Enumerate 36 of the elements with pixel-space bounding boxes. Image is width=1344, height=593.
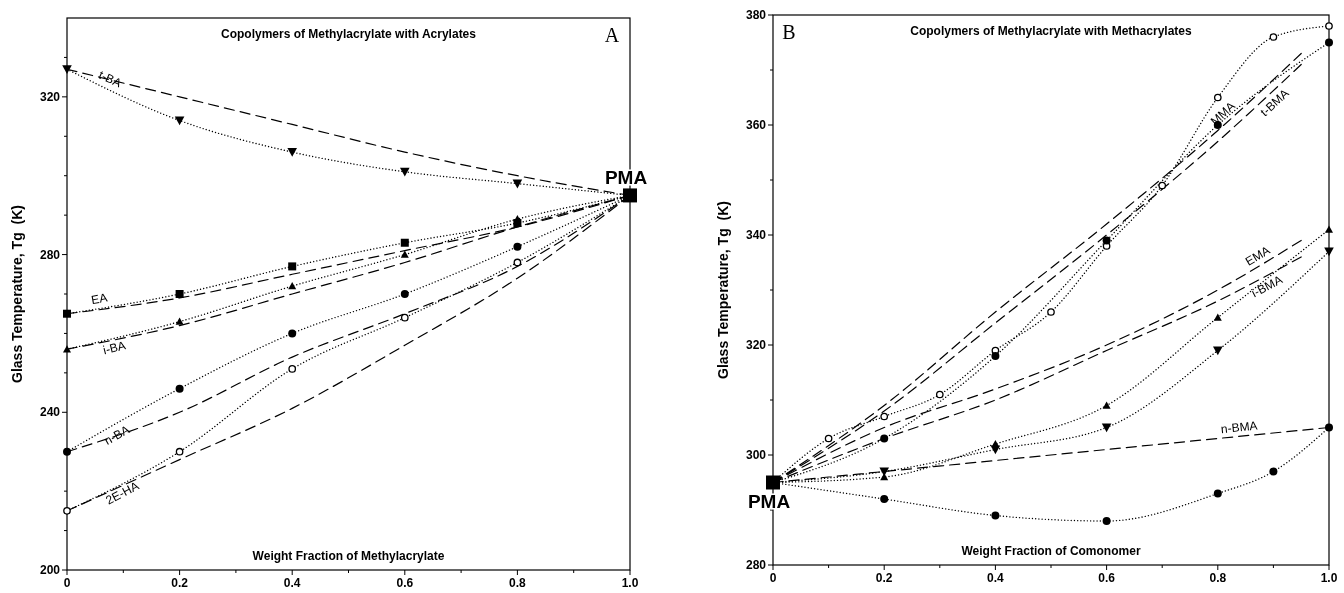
y-tick-label: 280 — [745, 558, 767, 572]
x-axis-title: Weight Fraction of Methylacrylate — [252, 549, 445, 563]
y-tick-label: 380 — [745, 8, 767, 22]
y-tick-label: 340 — [745, 228, 767, 242]
x-tick-label: 0.2 — [171, 576, 189, 590]
y-axis-title: Glass Temperature, Tg (K) — [9, 205, 25, 383]
text: Copolymers of Methylacrylate with Methacrylates — [910, 24, 1193, 38]
y-axis-title: Glass Temperature, Tg (K) — [715, 201, 731, 379]
x-tick-label: 0.4 — [283, 576, 301, 590]
text: i-BA — [101, 338, 128, 358]
y-tick-label: 240 — [39, 405, 61, 420]
y-tick-label: 320 — [39, 89, 61, 104]
x-tick-label: 0 — [63, 576, 71, 590]
annotation: A — [604, 24, 620, 46]
x-tick-label: 0.6 — [1098, 571, 1116, 585]
x-tick-label: 1.0 — [621, 576, 639, 590]
y-tick-label: 300 — [745, 448, 767, 462]
text: n-BMA — [1220, 418, 1259, 437]
text: EMA — [1242, 243, 1273, 269]
text: n-BA — [101, 422, 132, 448]
x-tick-label: 0.4 — [987, 571, 1005, 585]
y-tick-label: 200 — [39, 563, 61, 577]
y-tick-label: 320 — [745, 338, 767, 352]
x-tick-label: 0.2 — [875, 571, 893, 585]
x-axis-title: Weight Fraction of Comonomer — [961, 544, 1141, 558]
y-tick-label: 360 — [745, 118, 767, 132]
text: Copolymers of Methylacrylate with Acrylates — [221, 27, 477, 41]
x-tick-label: 0.8 — [509, 576, 527, 590]
annotation: B — [782, 21, 796, 43]
x-tick-label: 0.8 — [1209, 571, 1227, 585]
text: EA — [90, 290, 109, 308]
text: t-BA — [96, 67, 124, 91]
y-tick-label: 280 — [39, 247, 61, 262]
x-tick-label: 0.6 — [396, 576, 414, 590]
x-tick-label: 1.0 — [1320, 571, 1338, 585]
x-tick-label: 0 — [769, 571, 777, 585]
